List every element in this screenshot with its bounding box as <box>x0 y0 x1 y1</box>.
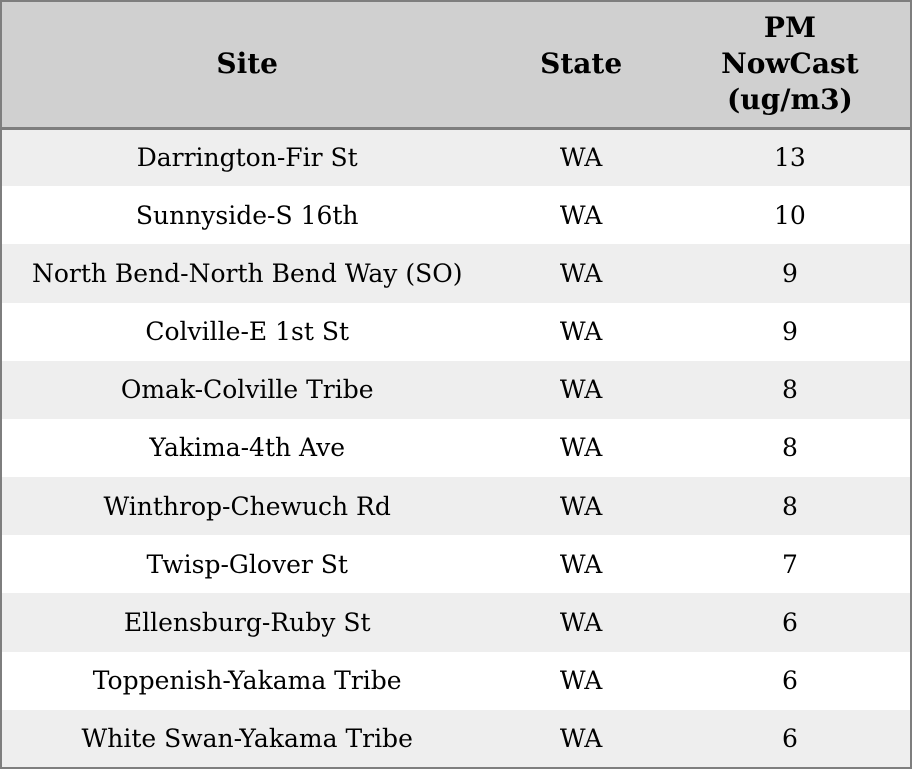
state-cell: WA <box>559 143 603 173</box>
table-row: Twisp-Glover St WA 7 <box>1 535 911 594</box>
site-cell: Ellensburg-Ruby St <box>123 607 371 637</box>
site-cell: Toppenish-Yakama Tribe <box>92 666 402 696</box>
pm-nowcast-cell: 13 <box>774 143 806 173</box>
state-cell: WA <box>559 375 603 405</box>
state-cell: WA <box>559 549 603 579</box>
state-cell: WA <box>559 258 603 288</box>
pm-nowcast-cell: 6 <box>781 666 798 696</box>
site-cell: Yakima-4th Ave <box>149 433 346 463</box>
table-row: Sunnyside-S 16th WA 10 <box>1 186 911 245</box>
pm-nowcast-cell: 9 <box>781 258 798 288</box>
state-cell: WA <box>559 666 603 696</box>
table-row: White Swan-Yakama Tribe WA 6 <box>1 709 911 768</box>
header-row: Site State PM NowCast (ug/m3) <box>1 1 911 130</box>
state-cell: WA <box>559 317 603 347</box>
pm-nowcast-cell: 10 <box>774 200 806 230</box>
site-cell: Twisp-Glover St <box>146 549 348 579</box>
column-header-pm-nowcast: PM NowCast (ug/m3) <box>669 1 911 130</box>
state-cell: WA <box>559 607 603 637</box>
pm-nowcast-cell: 7 <box>781 549 798 579</box>
table-row: Ellensburg-Ruby St WA 6 <box>1 593 911 652</box>
site-cell: Darrington-Fir St <box>136 143 358 173</box>
table-body: Darrington-Fir St WA 13 Sunnyside-S 16th… <box>1 128 911 768</box>
state-cell: WA <box>559 491 603 521</box>
column-header-state: State <box>492 1 670 130</box>
table-row: Winthrop-Chewuch Rd WA 8 <box>1 477 911 536</box>
table-row: Darrington-Fir St WA 13 <box>1 128 911 187</box>
pm-nowcast-cell: 8 <box>781 491 798 521</box>
site-cell: White Swan-Yakama Tribe <box>81 723 413 753</box>
state-cell: WA <box>559 200 603 230</box>
pm-nowcast-cell: 8 <box>781 375 798 405</box>
state-cell: WA <box>559 723 603 753</box>
table-row: Colville-E 1st St WA 9 <box>1 302 911 361</box>
table-row: Toppenish-Yakama Tribe WA 6 <box>1 651 911 710</box>
table-header: Site State PM NowCast (ug/m3) <box>1 1 911 130</box>
pm-nowcast-cell: 9 <box>781 317 798 347</box>
pm-nowcast-cell: 6 <box>781 607 798 637</box>
table-row: North Bend-North Bend Way (SO) WA 9 <box>1 244 911 303</box>
site-cell: Winthrop-Chewuch Rd <box>103 491 391 521</box>
site-cell: Omak-Colville Tribe <box>120 375 374 405</box>
state-cell: WA <box>559 433 603 463</box>
pm-nowcast-cell: 8 <box>781 433 798 463</box>
pm-nowcast-cell: 6 <box>781 723 798 753</box>
site-cell: Colville-E 1st St <box>145 317 350 347</box>
site-cell: North Bend-North Bend Way (SO) <box>31 258 463 288</box>
table-row: Omak-Colville Tribe WA 8 <box>1 360 911 419</box>
column-header-site: Site <box>1 1 493 130</box>
site-cell: Sunnyside-S 16th <box>135 200 359 230</box>
table-row: Yakima-4th Ave WA 8 <box>1 418 911 478</box>
